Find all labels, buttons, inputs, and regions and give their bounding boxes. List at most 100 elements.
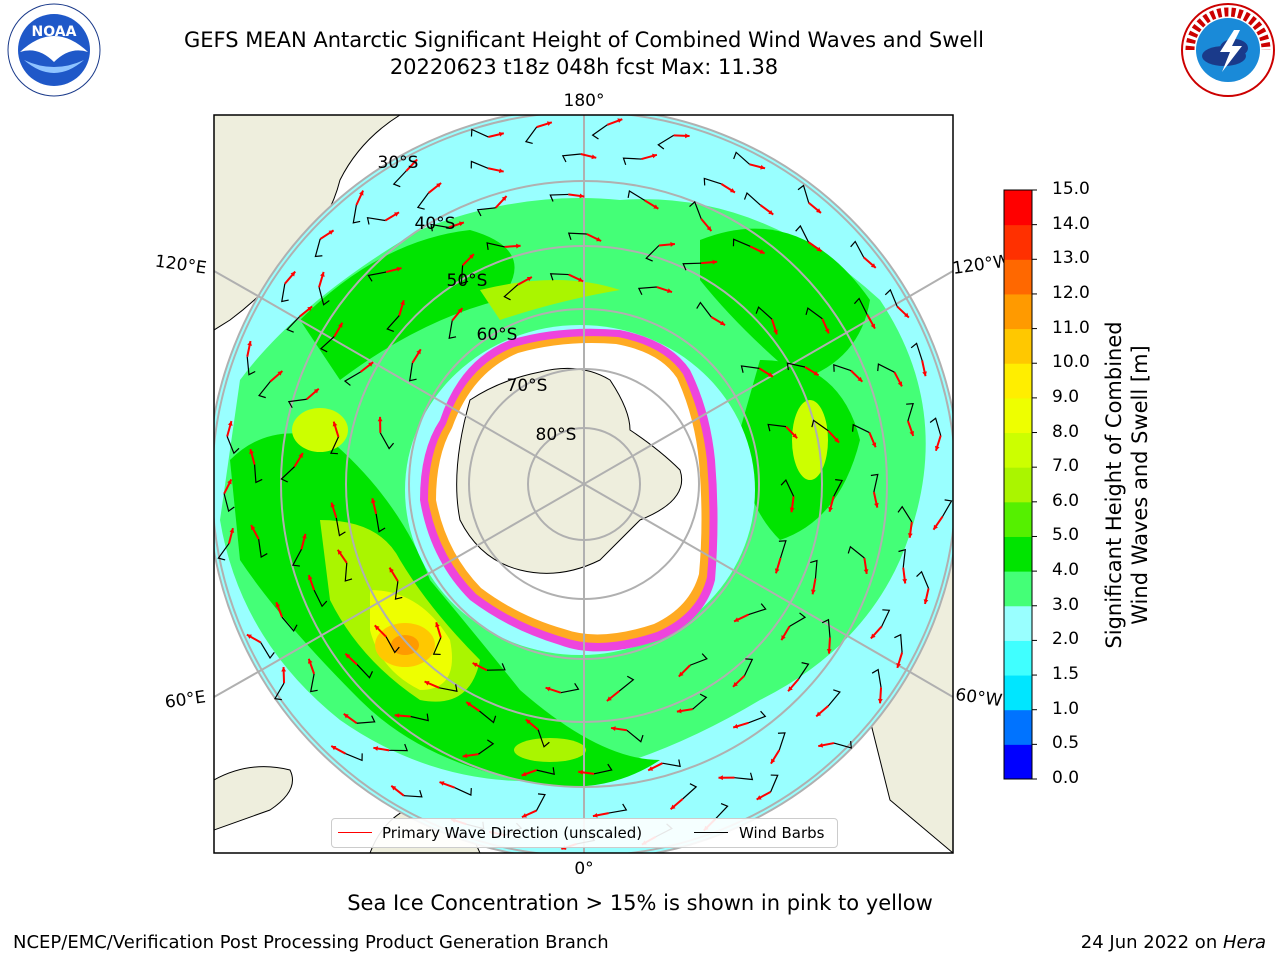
colorbar-tick-label: 0.5: [1052, 733, 1080, 754]
wave-arrow-head: [516, 243, 521, 249]
wind-barb: [777, 732, 786, 751]
wind-barb: [345, 753, 363, 762]
wind-barb: [313, 589, 328, 608]
colorbar-tick-label: 8.0: [1052, 421, 1080, 442]
wave-arrow-head: [307, 306, 313, 312]
wind-barb: [367, 271, 387, 282]
wave-arrow-head: [307, 658, 313, 664]
colorbar-tick-label: 3.0: [1052, 594, 1080, 615]
wave-arrow-head: [720, 320, 726, 326]
wind-barb: [356, 664, 374, 679]
wind-barb: [535, 793, 546, 811]
wave-arrow-head: [281, 667, 287, 672]
lon-label-180: 180°: [564, 91, 605, 111]
wave-arrow-head: [290, 271, 296, 277]
wind-barb: [755, 306, 773, 320]
wind-barb: [343, 371, 361, 386]
wind-barb: [536, 767, 555, 775]
wave-arrow-head: [767, 372, 773, 377]
wave-arrow-head: [416, 349, 421, 355]
wave-arrow-head: [770, 758, 776, 764]
wind-barb: [567, 232, 587, 240]
wind-barb: [274, 682, 285, 701]
wave-arrow-head: [458, 221, 464, 227]
land-africa: [214, 766, 293, 831]
wave-arrow-head: [251, 525, 256, 531]
wind-barb: [743, 658, 754, 676]
wave-arrow-head: [578, 769, 583, 775]
wind-barb: [486, 242, 505, 250]
wave-arrow-head: [773, 329, 778, 335]
colorbar-frame: [1003, 189, 1033, 780]
wind-barb: [798, 662, 810, 680]
wind-barb: [682, 783, 698, 800]
wind-barb: [898, 548, 906, 568]
wind-barb: [217, 543, 230, 561]
wave-arrow-head: [870, 323, 875, 329]
colorbar-tick-label: 13.0: [1052, 248, 1090, 269]
wind-barb: [780, 479, 795, 497]
colorbar-tick-label: 1.5: [1052, 664, 1080, 685]
wind-barb: [877, 363, 895, 373]
wave-arrow-head: [733, 682, 738, 687]
colorbar-band: [1004, 605, 1032, 641]
wave-arrow-head: [902, 578, 908, 584]
wave-arrow-head: [302, 533, 307, 539]
wave-direction-arrows: [223, 118, 944, 850]
map-frame: [213, 114, 954, 854]
wind-barb: [253, 464, 263, 484]
wave-arrow-head: [870, 633, 876, 639]
wave-arrow-head: [734, 617, 740, 622]
wave-arrow-head: [246, 634, 252, 639]
wave-arrow-head: [328, 230, 334, 235]
colorbar-tick-label: 14.0: [1052, 213, 1090, 234]
wave-arrow-head: [498, 168, 504, 174]
wave-arrow-head: [712, 259, 718, 265]
colorbar-tick-label: 11.0: [1052, 317, 1090, 338]
colorbar-band: [1004, 328, 1032, 364]
wind-barbs-label: Wind Barbs: [739, 824, 825, 842]
wave-arrow-head: [933, 524, 938, 530]
wave-arrow-head: [863, 569, 869, 574]
wind-barb: [561, 153, 581, 163]
wave-arrow-head: [307, 575, 313, 580]
wind-barb: [618, 675, 635, 692]
wave-arrow-head: [412, 159, 418, 165]
wave-arrow-head: [526, 277, 532, 282]
wind-barb: [291, 549, 302, 567]
footer-credit: NCEP/EMC/Verification Post Processing Pr…: [13, 932, 609, 953]
colorbar-tick-label: 12.0: [1052, 282, 1090, 303]
wind-barb: [916, 570, 930, 589]
sea-ice-note: Sea Ice Concentration > 15% is shown in …: [347, 891, 933, 915]
colorbar-tick-label: 9.0: [1052, 386, 1080, 407]
wave-arrow-head: [824, 328, 830, 334]
wind-barb: [637, 286, 657, 295]
colorbar-tick-label: 7.0: [1052, 456, 1080, 477]
wave-arrow-head: [706, 226, 712, 231]
wind-barb: [810, 559, 818, 579]
wave-arrow-head: [788, 686, 793, 692]
colorbar-tick-label: 5.0: [1052, 525, 1080, 546]
wind-barb: [318, 287, 330, 306]
wind-barb: [478, 739, 495, 755]
wave-arrow-head: [277, 370, 283, 376]
wind-barb: [287, 398, 307, 409]
wind-barb: [740, 365, 760, 373]
wave-arrow-head: [394, 212, 400, 217]
wave-arrow-head: [934, 445, 940, 451]
wind-barb: [416, 192, 430, 210]
wind-barb: [689, 653, 708, 666]
wave-arrow-head: [611, 726, 616, 731]
lat-label-50s: 50°S: [447, 271, 488, 291]
lon-label-60w: 60°W: [954, 685, 1003, 711]
wave-arrow-head: [678, 671, 684, 677]
wind-barb: [430, 223, 449, 232]
wind-barb: [281, 616, 298, 632]
wind-barb: [811, 419, 829, 432]
wave-arrow-head: [545, 686, 551, 692]
wind-barb: [394, 581, 403, 600]
wind-barb: [375, 513, 386, 533]
wind-barb: [432, 637, 442, 656]
wind-barb: [852, 423, 870, 434]
wave-arrow-head: [729, 188, 735, 193]
